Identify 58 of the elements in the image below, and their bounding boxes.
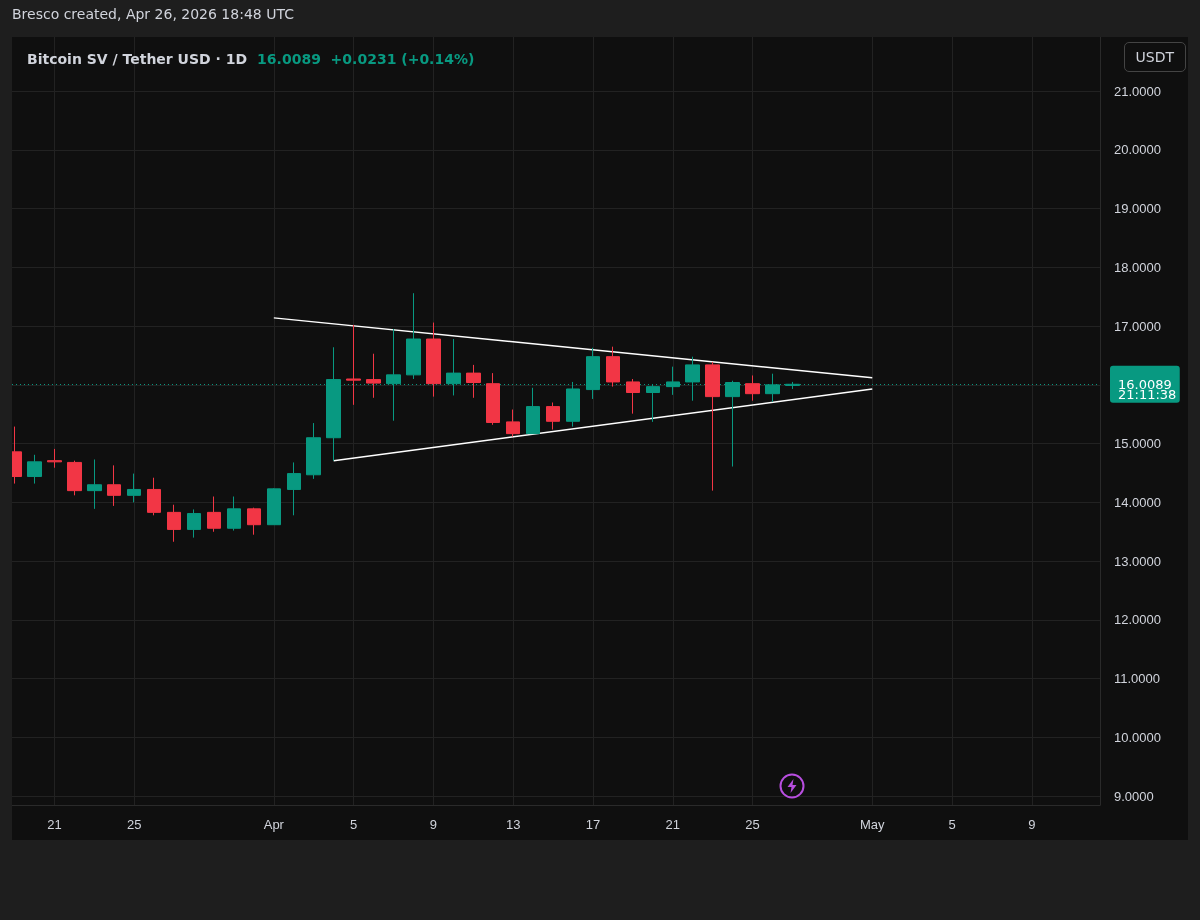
candlestick [486,372,500,426]
candlestick [705,361,720,492]
candlestick [207,496,221,533]
candlestick [127,473,141,503]
candlestick [247,507,261,536]
candlestick [606,346,620,388]
candlestick [626,378,640,415]
y-tick-label: 19.0000 [1114,201,1161,217]
x-tick-label: 5 [349,816,358,832]
x-tick-label: 21 [665,816,681,832]
y-tick-label: 9.0000 [1114,788,1154,804]
candlestick [167,504,181,543]
candlestick [466,364,481,399]
x-tick-label: May [859,816,886,832]
candlestick [426,322,441,398]
x-tick-label: 17 [585,816,601,832]
text: Bresco created, Apr 26, 2026 18:48 UTC [12,6,294,22]
candlestick [27,454,42,485]
y-tick-label: 12.0000 [1114,612,1161,628]
text: Bitcoin SV / Tether USD · 1D [27,51,248,67]
candlestick [346,324,361,406]
y-tick-label: 13.0000 [1114,553,1161,569]
candlestick [745,374,760,402]
candlestick [546,401,560,431]
y-tick-label: 14.0000 [1114,494,1161,510]
x-tick-label: 5 [948,816,956,832]
candlestick [67,460,82,496]
text: 21:11:38 [1118,387,1177,403]
y-tick-label: 18.0000 [1114,259,1161,275]
x-tick-label: 9 [1028,816,1036,832]
x-tick-label: Apr [263,816,285,832]
candlestick [187,508,201,539]
x-tick-label: 25 [126,816,142,832]
x-tick-label: 25 [745,816,760,832]
y-tick-label: 10.0000 [1114,729,1161,745]
candlestick [287,461,301,516]
y-tick-label: 11.0000 [1114,671,1161,687]
candlestick [366,353,381,399]
x-tick-label: 21 [47,816,62,832]
candlestick [147,477,161,516]
y-tick-label: 15.0000 [1114,436,1161,452]
y-axis-title: USDT [1123,42,1186,72]
x-tick-label: 9 [429,816,438,832]
y-tick-label: 21.0000 [1114,83,1161,99]
text: 16.0089 +0.0231 (+0.14%) [257,51,475,67]
candlestick [406,292,421,380]
candlestick [306,422,321,480]
y-tick-label: 20.0000 [1114,142,1161,158]
x-tick-label: 13 [505,816,521,832]
y-tick-label: 17.0000 [1114,318,1161,334]
candlestick [87,458,102,510]
candlestick [566,381,580,428]
candlestick [506,409,520,438]
candlestick [227,496,241,532]
candlestick [47,448,62,469]
candlestick [267,487,281,526]
candlestick [107,464,121,507]
candlestick [526,387,540,435]
